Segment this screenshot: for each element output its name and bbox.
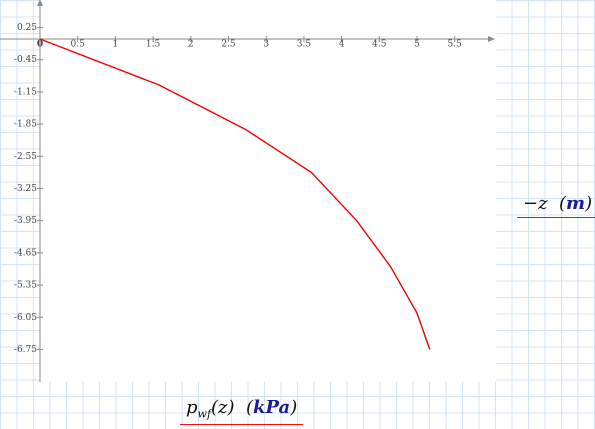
y-label-underline bbox=[517, 217, 595, 218]
x-tick-label: 5 bbox=[414, 40, 420, 50]
y-axis-unit: m bbox=[566, 193, 586, 214]
x-tick-label: 1.5 bbox=[146, 40, 161, 50]
tick-labels: 0 0.5 1 1.5 2 2.5 3 3.5 4 4.5 5 5.5 0.25 -0.45 -1.15 -1… bbox=[14, 23, 462, 355]
y-tick-label: -1.15 bbox=[14, 87, 37, 97]
x-axis-variable: p bbox=[186, 397, 198, 418]
x-axis-subscript: wf bbox=[197, 407, 212, 421]
y-tick-label: -1.85 bbox=[14, 120, 37, 130]
y-tick-label: -0.45 bbox=[14, 55, 37, 65]
series-line bbox=[39, 38, 431, 350]
x-tick-label: 3 bbox=[263, 40, 269, 50]
x-axis-argument: (z) bbox=[211, 397, 235, 418]
x-tick-label: 0 bbox=[37, 40, 43, 50]
y-axis-variable: −z bbox=[523, 193, 548, 214]
x-axis-arrow bbox=[488, 36, 495, 42]
y-axis-arrow bbox=[37, 0, 43, 6]
x-tick-label: 0.5 bbox=[71, 40, 86, 50]
y-tick-label: -3.25 bbox=[14, 184, 37, 194]
y-tick-label: 0.25 bbox=[17, 23, 37, 33]
x-tick-label: 2.5 bbox=[221, 40, 236, 50]
axes bbox=[0, 0, 495, 382]
x-tick-label: 4 bbox=[339, 40, 345, 50]
x-tick-label: 5.5 bbox=[448, 40, 463, 50]
x-tick-label: 2 bbox=[188, 40, 194, 50]
x-tick-label: 4.5 bbox=[372, 40, 387, 50]
y-tick-label: -2.55 bbox=[14, 152, 37, 162]
x-tick-label: 3.5 bbox=[297, 40, 312, 50]
plot-area bbox=[40, 0, 496, 382]
y-tick-label: -5.35 bbox=[14, 281, 37, 291]
y-tick-label: -3.95 bbox=[14, 216, 37, 226]
x-axis-unit: kPa bbox=[253, 397, 291, 418]
series bbox=[39, 38, 431, 350]
x-tick-label: 1 bbox=[113, 40, 119, 50]
x-axis-label: pwf(z) (kPa) bbox=[180, 397, 304, 425]
y-tick-label: -4.65 bbox=[14, 248, 37, 258]
y-tick-label: -6.75 bbox=[14, 345, 37, 355]
y-axis-label: −z (m) bbox=[517, 193, 595, 218]
y-tick-label: -6.05 bbox=[14, 313, 37, 323]
x-label-underline bbox=[180, 423, 304, 425]
